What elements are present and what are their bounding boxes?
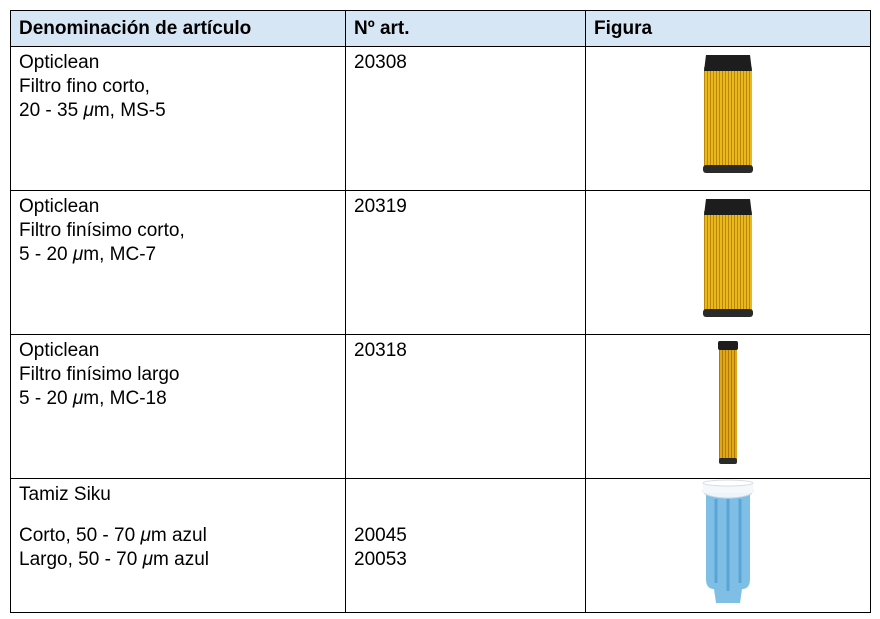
name-line: Tamiz Siku [19,484,111,505]
sieve-image [702,479,754,603]
name-line: Filtro fino corto, [19,76,150,97]
name-line: 5 - 20 μm, MC-7 [19,244,157,265]
row: Opticlean Filtro finísimo largo 5 - 20 μ… [10,334,871,479]
name-line: Largo, 50 - 70 μm azul [19,549,209,570]
article-number: 20308 [354,52,407,73]
header-cell: Denominación de artículo [10,10,346,47]
name-line: Filtro finísimo largo [19,364,180,385]
number-cell: 20045 20053 [345,478,586,613]
name-cell: Opticlean Filtro fino corto, 20 - 35 μm,… [10,46,346,191]
filter-image [703,55,753,173]
figure-cell [585,190,871,335]
name-line: Filtro finísimo corto, [19,220,185,241]
filter-image [718,341,738,464]
figure-cell [585,478,871,613]
number-cell: 20319 [345,190,586,335]
row: Opticlean Filtro fino corto, 20 - 35 μm,… [10,46,871,191]
header-cell: Figura [585,10,871,47]
number-cell: 20318 [345,334,586,479]
article-number: 20318 [354,340,407,361]
name-line: Corto, 50 - 70 μm azul [19,525,207,546]
header-row: Denominación de artículo Nº art. Figura [10,10,871,47]
name-line: Opticlean [19,196,100,217]
name-line: 5 - 20 μm, MC-18 [19,388,167,409]
article-number: 20045 [354,525,407,546]
figure-cell [585,46,871,191]
name-line: 20 - 35 μm, MS-5 [19,100,166,121]
figure-cell [585,334,871,479]
name-cell: Opticlean Filtro finísimo corto, 5 - 20 … [10,190,346,335]
article-number: 20053 [354,549,407,570]
row: Opticlean Filtro finísimo corto, 5 - 20 … [10,190,871,335]
header-cell: Nº art. [345,10,586,47]
number-cell: 20308 [345,46,586,191]
name-line: Opticlean [19,52,100,73]
article-number: 20319 [354,196,407,217]
filter-image [703,199,753,317]
row: Tamiz Siku Corto, 50 - 70 μm azul Largo,… [10,478,871,613]
article-table: Denominación de artículo Nº art. Figura … [10,10,871,613]
name-cell: Opticlean Filtro finísimo largo 5 - 20 μ… [10,334,346,479]
name-line: Opticlean [19,340,100,361]
name-cell: Tamiz Siku Corto, 50 - 70 μm azul Largo,… [10,478,346,613]
